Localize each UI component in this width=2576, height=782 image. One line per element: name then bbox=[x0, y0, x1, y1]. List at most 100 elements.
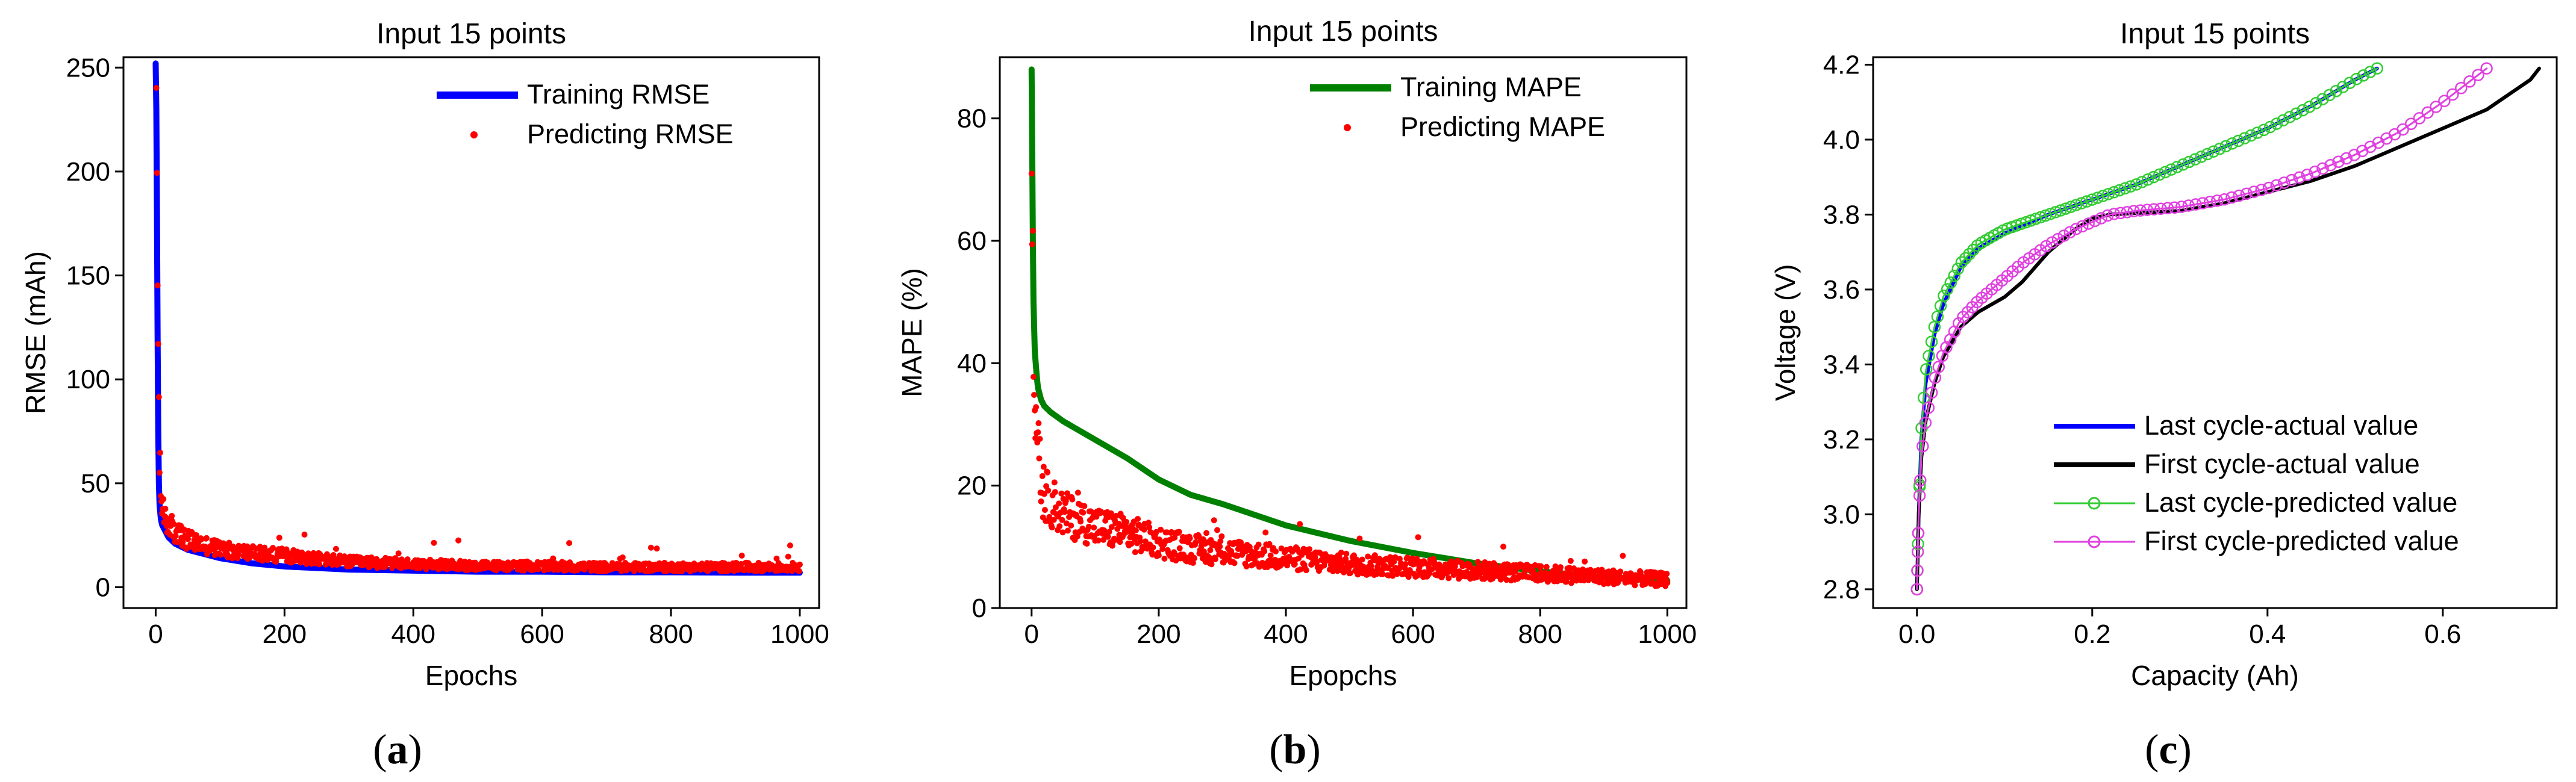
data-point bbox=[179, 539, 186, 545]
chart-b: Input 15 points 0 200 400 600 800 1000 0 20 40 60 8… bbox=[896, 16, 1697, 773]
data-point bbox=[1916, 439, 1929, 453]
data-point bbox=[1196, 533, 1202, 539]
data-point bbox=[1963, 247, 1976, 261]
data-point bbox=[301, 531, 308, 538]
data-point bbox=[1062, 498, 1069, 504]
data-point bbox=[2343, 76, 2356, 90]
data-point bbox=[2421, 106, 2434, 119]
data-point bbox=[2245, 129, 2257, 142]
legend-marker bbox=[2088, 535, 2101, 548]
data-point bbox=[2240, 187, 2253, 200]
legend-item: Predicting RMSE bbox=[470, 119, 734, 149]
legend-item: Last cycle-actual value bbox=[2054, 410, 2418, 441]
data-point bbox=[1035, 429, 1041, 436]
data-point bbox=[2232, 134, 2245, 147]
data-point bbox=[1303, 567, 1309, 574]
data-point bbox=[1095, 537, 1102, 544]
data-point bbox=[1414, 556, 1420, 562]
data-point bbox=[2219, 140, 2232, 153]
data-point bbox=[1105, 533, 1111, 540]
data-point bbox=[2238, 132, 2251, 144]
data-point bbox=[2257, 123, 2270, 137]
data-point bbox=[1052, 489, 1058, 495]
data-point bbox=[2101, 209, 2114, 222]
data-point bbox=[235, 551, 242, 558]
data-point bbox=[2350, 72, 2363, 85]
data-point bbox=[1567, 557, 1574, 564]
data-point bbox=[2161, 202, 2174, 214]
y-axis-label: RMSE (mAh) bbox=[20, 251, 51, 414]
data-point bbox=[1171, 549, 1177, 556]
data-point bbox=[2371, 62, 2383, 75]
data-point bbox=[2251, 126, 2264, 139]
data-point bbox=[2210, 194, 2224, 207]
data-point bbox=[1218, 533, 1225, 539]
data-point bbox=[1948, 269, 1960, 282]
legend-item: Predicting MAPE bbox=[1344, 111, 1605, 142]
x-tick-label: 0.2 bbox=[2074, 619, 2110, 649]
x-tick-label: 0 bbox=[148, 619, 163, 649]
caption-close: ) bbox=[408, 727, 422, 773]
data-point bbox=[2183, 155, 2195, 169]
x-tick-label: 200 bbox=[1137, 619, 1180, 649]
data-point bbox=[2207, 145, 2220, 158]
data-point bbox=[1153, 529, 1159, 535]
data-point bbox=[154, 282, 161, 289]
data-point bbox=[1050, 517, 1057, 523]
data-point bbox=[1081, 503, 1088, 509]
data-point bbox=[2065, 200, 2077, 213]
series-training-mape bbox=[1028, 66, 1671, 584]
caption-open: ( bbox=[1269, 727, 1283, 773]
data-point bbox=[1932, 361, 1945, 373]
data-point bbox=[2447, 88, 2459, 101]
x-axis-label: Capacity (Ah) bbox=[2131, 660, 2299, 691]
caption-letter: b bbox=[1283, 727, 1307, 773]
data-point bbox=[2147, 203, 2160, 216]
data-point bbox=[1091, 524, 1097, 531]
data-point bbox=[2225, 137, 2239, 150]
data-point bbox=[1187, 535, 1193, 542]
data-point bbox=[1306, 546, 1313, 553]
data-point bbox=[2063, 226, 2077, 239]
data-point bbox=[1208, 561, 1215, 568]
plot-area bbox=[1028, 66, 1671, 589]
panel-caption: (c) bbox=[2145, 727, 2192, 773]
legend-label: Last cycle-actual value bbox=[2144, 410, 2418, 441]
data-point bbox=[1941, 283, 1954, 296]
data-point bbox=[1161, 555, 1168, 562]
data-point bbox=[193, 532, 199, 538]
data-point bbox=[1617, 568, 1624, 575]
caption-close: ) bbox=[1306, 727, 1320, 773]
data-point bbox=[270, 545, 276, 551]
data-point bbox=[2340, 152, 2353, 165]
data-point bbox=[535, 566, 541, 573]
data-point bbox=[1176, 545, 1183, 551]
data-point bbox=[1415, 534, 1421, 541]
panel-caption: (b) bbox=[1269, 727, 1321, 773]
data-point bbox=[1029, 228, 1036, 234]
data-point bbox=[2124, 180, 2137, 193]
data-point bbox=[1049, 524, 1055, 531]
data-point bbox=[1100, 536, 1107, 543]
data-point bbox=[2438, 95, 2451, 108]
data-point bbox=[738, 560, 744, 567]
data-point bbox=[2309, 166, 2321, 178]
data-point bbox=[1664, 571, 1670, 577]
x-tick-label: 800 bbox=[649, 619, 693, 649]
data-point bbox=[2088, 214, 2101, 228]
data-point bbox=[2357, 69, 2370, 82]
data-point bbox=[2141, 173, 2154, 186]
data-point bbox=[1080, 509, 1087, 516]
data-point bbox=[2455, 82, 2468, 95]
data-point bbox=[2159, 166, 2172, 179]
data-point bbox=[1038, 498, 1044, 504]
y-tick-label: 3.2 bbox=[1823, 425, 1860, 455]
legend-label: Training RMSE bbox=[527, 79, 709, 110]
data-point bbox=[2069, 223, 2083, 235]
data-point bbox=[1261, 548, 1268, 554]
data-point bbox=[2175, 200, 2188, 213]
data-point bbox=[217, 551, 224, 558]
data-point bbox=[1035, 420, 1042, 426]
legend-label: Predicting MAPE bbox=[1400, 111, 1605, 142]
